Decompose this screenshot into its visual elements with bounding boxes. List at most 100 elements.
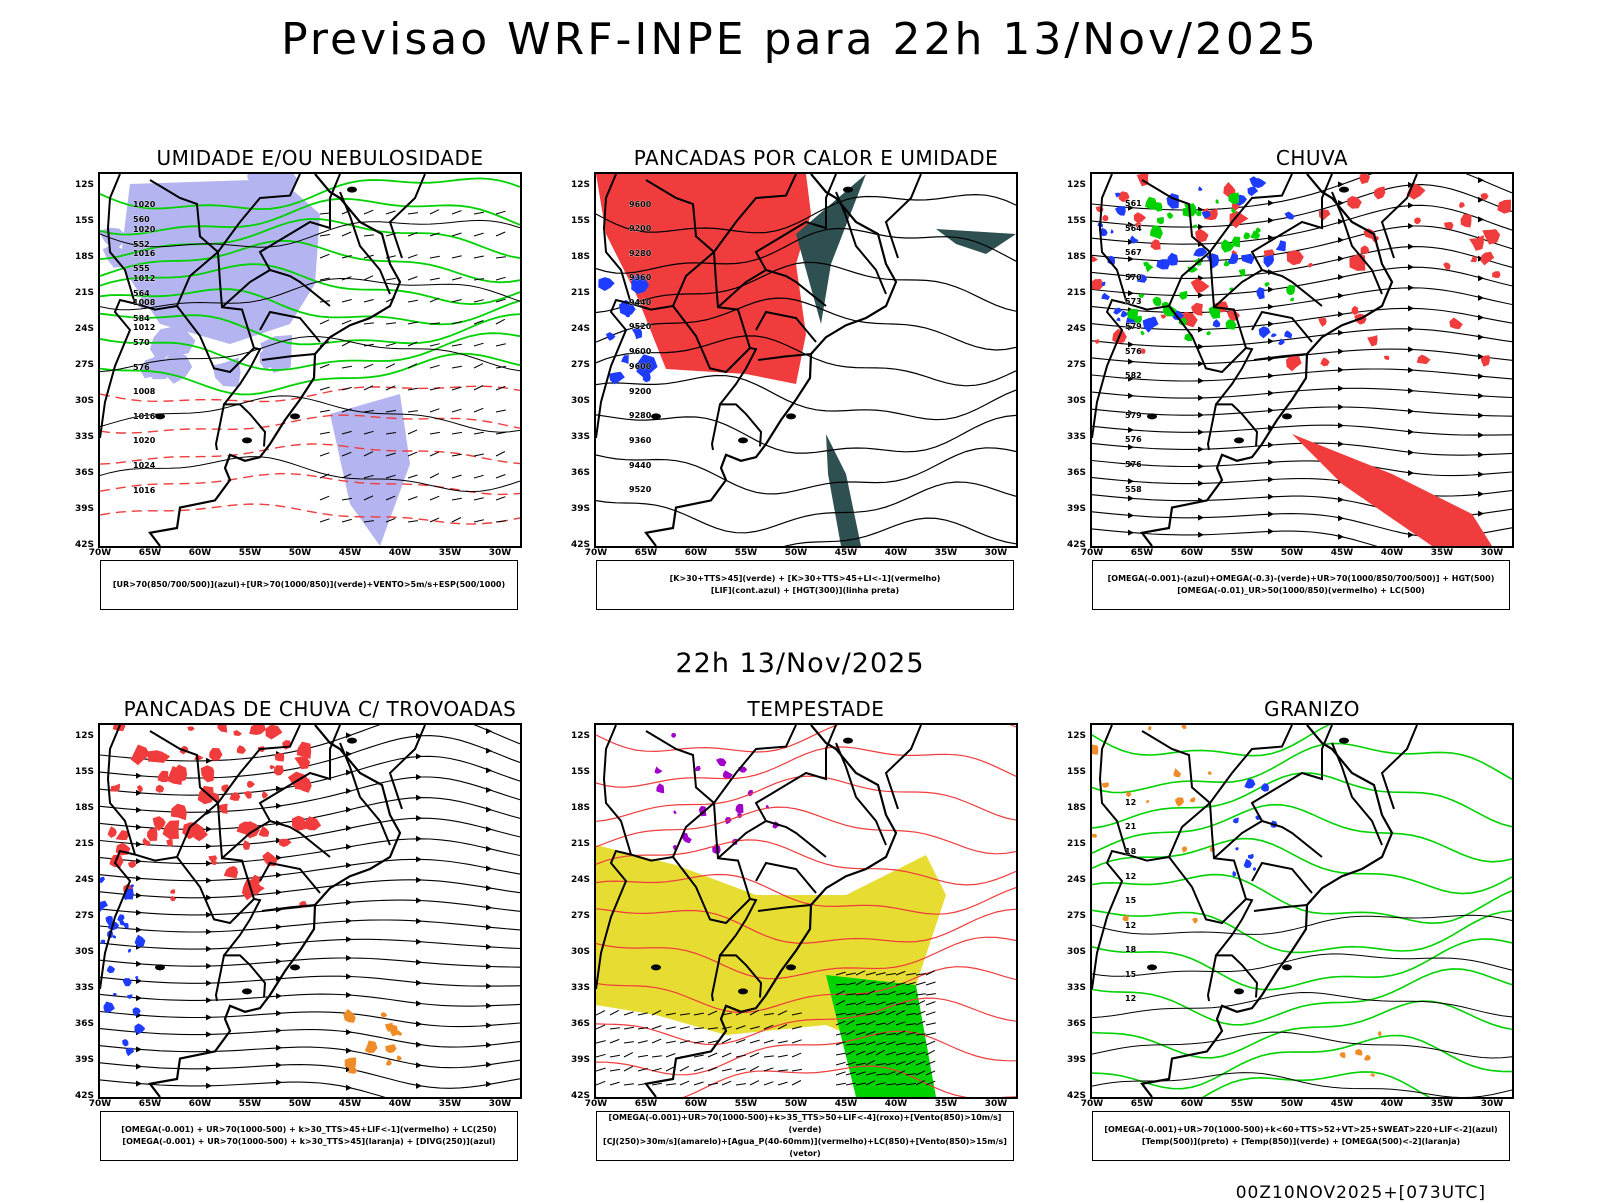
precipitable-water-contour <box>596 725 1016 753</box>
omega500-area-orange <box>1173 768 1182 778</box>
contour-label: 564 <box>133 289 150 298</box>
rain-area-green <box>1243 232 1250 240</box>
longitude-label: 45W <box>1330 1099 1354 1109</box>
wind850-vector <box>845 1002 856 1006</box>
legend-line: [OMEGA(-0.001) + UR>70(1000-500) + k>30_… <box>122 1137 496 1146</box>
rain-area-green <box>1193 224 1198 229</box>
rain-area-blue <box>1142 317 1159 333</box>
streamline <box>100 1079 520 1097</box>
streamline-arrow <box>136 807 142 814</box>
streamline-arrow <box>1338 422 1344 429</box>
rain-area-red <box>1094 339 1100 344</box>
thunderstorm-area-red <box>254 881 265 896</box>
thunderstorm-area-red <box>262 851 278 867</box>
rain-area-green <box>1145 196 1158 210</box>
divergence-area-blue <box>100 939 106 944</box>
map-panel: PANCADAS DE CHUVA C/ TROVOADAS 12S 15S 18S 2… <box>75 697 540 1177</box>
rain-area-green <box>1208 305 1221 319</box>
streamline-arrow <box>346 825 352 832</box>
streamline-arrow <box>1198 394 1204 401</box>
streamline-arrow <box>1408 223 1414 230</box>
wind850-vector <box>925 1011 936 1016</box>
map-panel: UMIDADE E/OU NEBULOSIDADE 1012 1008 1012 101… <box>75 146 540 626</box>
streamline-arrow <box>206 1082 212 1089</box>
longitude-label: 60W <box>684 1099 708 1109</box>
wind850-vector <box>693 1054 704 1058</box>
temp500-contour <box>1092 914 1512 935</box>
border-line <box>1253 353 1308 361</box>
wind-vector <box>407 363 418 369</box>
wind850-vector <box>845 1050 856 1056</box>
rain-area-red <box>1102 214 1109 222</box>
contour-label: 1016 <box>133 249 156 258</box>
wind850-vector <box>915 1060 926 1066</box>
wind850-vector <box>623 1083 634 1086</box>
wind850-vector <box>865 1030 876 1036</box>
rain-area-red <box>1138 348 1146 354</box>
wind850-vector <box>721 1038 732 1044</box>
border-line <box>100 298 178 439</box>
streamline-arrow <box>1478 451 1484 458</box>
latitude-label: 24S <box>74 875 94 885</box>
border-line <box>221 269 271 308</box>
wind850-vector <box>637 1027 648 1030</box>
contour-label: 12 <box>1125 872 1136 881</box>
border-line <box>645 179 758 406</box>
streamline-arrow <box>276 1027 282 1034</box>
none <box>100 174 101 175</box>
rain-area-red <box>1470 256 1477 263</box>
border-line <box>884 174 922 259</box>
rain-area-red <box>1190 278 1210 294</box>
wind850-vector <box>885 1062 896 1066</box>
wind850-vector <box>925 1040 936 1046</box>
streamline-arrow <box>486 845 492 852</box>
wind850-vector <box>623 1051 634 1058</box>
streamline-arrow <box>1478 216 1484 223</box>
streamline-arrow <box>1338 329 1344 336</box>
contour-label: 12 <box>1125 994 1136 1003</box>
wind-vector <box>451 210 462 215</box>
streamline-arrow <box>1198 343 1204 350</box>
divergence-area-blue <box>100 876 105 884</box>
divergence-area-blue <box>122 1039 129 1047</box>
wind850-vector <box>835 990 846 996</box>
omega500-area-orange <box>1174 797 1184 807</box>
streamline-arrow <box>1128 256 1134 263</box>
wind850-vector <box>835 1071 846 1076</box>
wind-vector <box>319 212 330 215</box>
rain-area-red <box>1318 209 1331 221</box>
rain-area-green <box>1152 296 1162 307</box>
streamline-arrow <box>206 928 212 935</box>
lake <box>290 413 300 420</box>
wind850-vector <box>623 1011 634 1016</box>
wind-vector <box>473 431 484 435</box>
border-line <box>1250 725 1333 858</box>
thunderstorm-area-red <box>233 730 242 736</box>
streamline-arrow <box>486 767 492 774</box>
thunderstorm-area-red <box>242 840 251 850</box>
longitude-label: 35W <box>1430 1099 1454 1109</box>
wind850-vector <box>637 1012 648 1016</box>
wind850-vector <box>791 1012 802 1016</box>
lake <box>347 737 357 744</box>
longitude-label: 55W <box>238 548 262 558</box>
wind-vector <box>363 343 374 347</box>
wind-vector <box>451 453 462 457</box>
wind850-vector <box>885 991 896 996</box>
streamline-arrow <box>136 841 142 848</box>
streamline-arrow <box>1408 408 1414 415</box>
rain-area-green <box>1221 239 1235 253</box>
map-frame: 1012 1008 1012 1016 1020 1020 1016 1024 1020 1016… <box>98 172 522 548</box>
streamline-arrow <box>1128 273 1134 280</box>
streamline-arrow <box>206 826 212 833</box>
streamline-arrow <box>206 877 212 884</box>
streamline-arrow <box>1338 255 1344 262</box>
wind-vector <box>407 232 418 237</box>
wind850-vector <box>895 1082 906 1086</box>
rain-area-blue <box>1278 338 1285 346</box>
latitude-label: 36S <box>74 1019 94 1029</box>
wind-vector <box>495 365 506 369</box>
streamline-arrow <box>416 959 422 966</box>
coastline <box>1140 174 1394 546</box>
humidity-area <box>244 283 285 320</box>
